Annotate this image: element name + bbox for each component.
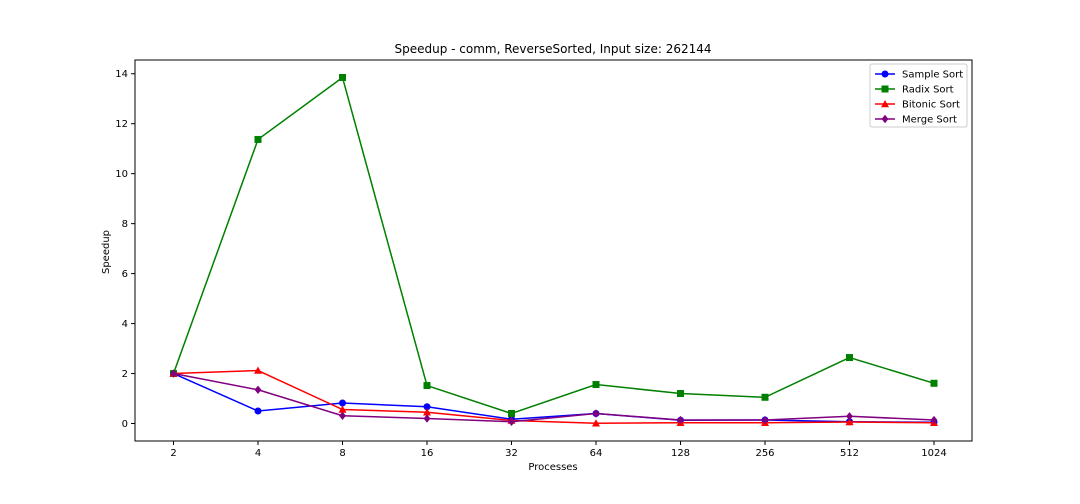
x-axis-label: Processes <box>528 462 577 473</box>
data-point-sample-sort <box>423 403 431 411</box>
data-point-radix-sort <box>930 379 938 387</box>
plot-frame <box>134 59 973 442</box>
data-point-radix-sort <box>592 381 600 389</box>
y-tick-label: 10 <box>115 169 128 180</box>
data-point-bitonic-sort <box>592 419 600 427</box>
data-point-merge-sort <box>508 417 515 426</box>
legend-label-merge-sort: Merge Sort <box>902 115 957 126</box>
legend-marker-bitonic-sort <box>881 100 889 108</box>
data-point-radix-sort <box>677 390 684 398</box>
legend-marker-radix-sort <box>881 85 889 93</box>
plot-area <box>169 73 938 427</box>
data-point-merge-sort <box>677 415 684 425</box>
data-point-bitonic-sort <box>423 408 431 416</box>
y-tick-label: 0 <box>122 419 128 430</box>
data-point-radix-sort <box>254 135 262 143</box>
y-tick-label: 12 <box>115 119 128 130</box>
series-line-radix-sort <box>172 76 935 415</box>
data-point-merge-sort <box>170 369 177 378</box>
series-line-bitonic-sort <box>173 369 935 425</box>
x-tick-label: 256 <box>755 448 774 459</box>
x-tick-label: 64 <box>590 448 603 459</box>
y-tick-label: 2 <box>122 369 128 380</box>
x-tick-label: 4 <box>255 448 261 459</box>
x-tick-label: 8 <box>339 448 345 459</box>
data-point-radix-sort <box>508 410 515 418</box>
legend-marker-merge-sort <box>881 114 889 124</box>
x-tick-label: 2 <box>170 448 176 459</box>
x-tick-label: 1024 <box>921 448 946 459</box>
series-line-merge-sort <box>173 372 935 423</box>
y-tick-label: 14 <box>115 69 128 80</box>
chart-title: Speedup - comm, ReverseSorted, Input siz… <box>394 42 711 56</box>
data-point-merge-sort <box>592 409 600 418</box>
data-point-merge-sort <box>339 411 346 420</box>
y-axis-label: Speedup <box>101 230 112 274</box>
x-tick-label: 16 <box>421 448 434 459</box>
series-line-sample-sort <box>173 372 935 424</box>
data-point-radix-sort <box>846 354 853 362</box>
legend-label-bitonic-sort: Bitonic Sort <box>902 100 960 111</box>
legend-label-radix-sort: Radix Sort <box>902 85 954 96</box>
x-tick-label: 32 <box>505 448 518 459</box>
y-tick-label: 8 <box>122 219 128 230</box>
data-point-radix-sort <box>761 393 769 401</box>
data-point-sample-sort <box>254 407 262 415</box>
data-point-merge-sort <box>846 412 853 421</box>
legend-label-sample-sort: Sample Sort <box>902 70 963 81</box>
legend-frame <box>869 63 968 128</box>
data-point-merge-sort <box>423 414 431 423</box>
y-tick-label: 4 <box>122 319 128 330</box>
data-point-sample-sort <box>339 399 346 407</box>
data-point-bitonic-sort <box>845 418 854 426</box>
data-point-radix-sort <box>339 73 346 81</box>
data-point-merge-sort <box>930 415 938 425</box>
data-point-radix-sort <box>423 382 431 390</box>
legend: Sample Sort Radix Sort Bitonic Sort Merge S… <box>869 63 968 128</box>
y-tick-label: 6 <box>122 269 128 280</box>
data-point-bitonic-sort <box>338 405 347 413</box>
legend-marker-sample-sort <box>881 70 889 78</box>
x-tick-label: 128 <box>671 448 690 459</box>
data-point-bitonic-sort <box>254 366 262 374</box>
x-tick-label: 512 <box>840 448 859 459</box>
data-point-merge-sort <box>761 415 769 425</box>
data-point-merge-sort <box>254 385 262 394</box>
